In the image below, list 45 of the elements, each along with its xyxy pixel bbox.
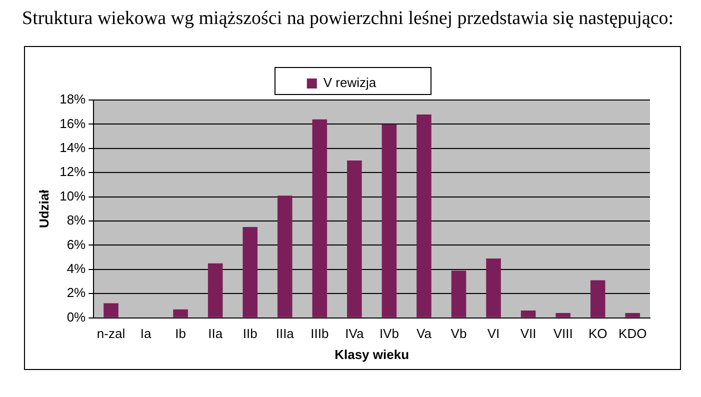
- bar: [312, 119, 328, 318]
- bar: [556, 312, 570, 318]
- bar: [242, 227, 258, 318]
- x-tick-label: VIII: [553, 326, 573, 342]
- y-tick-label: 8%: [66, 212, 86, 228]
- bar: [451, 270, 466, 318]
- bar: [520, 310, 536, 318]
- y-tick-label: 0%: [66, 309, 86, 324]
- x-tick-label: KO: [588, 326, 608, 342]
- x-tick-label: IIb: [242, 326, 258, 342]
- bar: [382, 124, 397, 318]
- y-tick-label: 10%: [60, 188, 86, 204]
- bar: [104, 303, 118, 318]
- y-tick-label: 2%: [66, 285, 86, 300]
- x-tick-label: Va: [416, 326, 432, 342]
- y-tick-label: 6%: [66, 236, 86, 252]
- x-tick-label: KDO: [618, 326, 647, 342]
- x-tick-label: IIIa: [276, 326, 295, 342]
- chart-title: Struktura wiekowa wg miąższości na powierzchni leśnej przedstawia się następująco:: [22, 8, 674, 30]
- bar: [486, 258, 501, 318]
- x-tick-label: IVb: [379, 326, 399, 342]
- y-tick-label: 16%: [60, 116, 86, 131]
- bar: [590, 280, 606, 318]
- x-tick-label: n-zal: [96, 326, 126, 342]
- x-axis-title: Klasy wieku: [334, 346, 410, 362]
- x-tick-label: IVa: [345, 326, 364, 342]
- x-tick-label: IIIb: [310, 326, 329, 342]
- x-tick-label: Vb: [450, 326, 467, 342]
- x-tick-label: Ia: [140, 326, 152, 342]
- bar: [277, 196, 292, 318]
- y-tick-label: 4%: [66, 260, 86, 276]
- x-tick-label: VI: [487, 326, 500, 342]
- y-tick-label: 12%: [60, 164, 86, 180]
- x-tick-label: Ib: [175, 326, 186, 342]
- x-tick-label: VII: [520, 326, 536, 342]
- bar: [625, 312, 640, 318]
- y-tick-label: 14%: [60, 140, 86, 155]
- bar: [173, 309, 188, 318]
- y-tick-label: 18%: [60, 92, 86, 107]
- legend-label: V rewizja: [323, 75, 377, 90]
- bar: [208, 263, 223, 318]
- y-axis-title: Udział: [36, 189, 52, 228]
- bar: [416, 114, 432, 318]
- bar: [347, 160, 362, 318]
- x-tick-label: IIa: [208, 326, 224, 342]
